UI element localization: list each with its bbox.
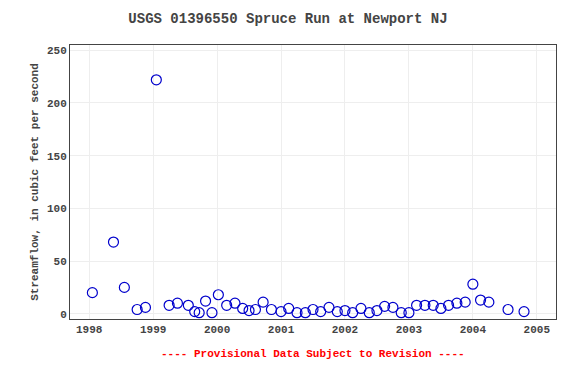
- svg-text:2000: 2000: [204, 324, 230, 336]
- svg-text:2001: 2001: [268, 324, 295, 336]
- svg-text:200: 200: [47, 98, 67, 110]
- svg-text:1998: 1998: [76, 324, 103, 336]
- svg-text:150: 150: [47, 151, 67, 163]
- svg-text:2002: 2002: [332, 324, 358, 336]
- svg-text:2005: 2005: [524, 324, 551, 336]
- svg-text:50: 50: [54, 256, 67, 268]
- svg-text:2003: 2003: [396, 324, 423, 336]
- svg-text:250: 250: [47, 45, 67, 57]
- svg-text:Streamflow, in cubic feet per: Streamflow, in cubic feet per second: [29, 63, 41, 301]
- svg-text:100: 100: [47, 203, 67, 215]
- svg-text:---- Provisional Data Subject: ---- Provisional Data Subject to Revisio…: [161, 348, 465, 360]
- svg-text:2004: 2004: [460, 324, 487, 336]
- svg-text:1999: 1999: [140, 324, 166, 336]
- svg-text:USGS 01396550 Spruce Run at Ne: USGS 01396550 Spruce Run at Newport NJ: [128, 11, 447, 27]
- svg-text:0: 0: [60, 309, 67, 321]
